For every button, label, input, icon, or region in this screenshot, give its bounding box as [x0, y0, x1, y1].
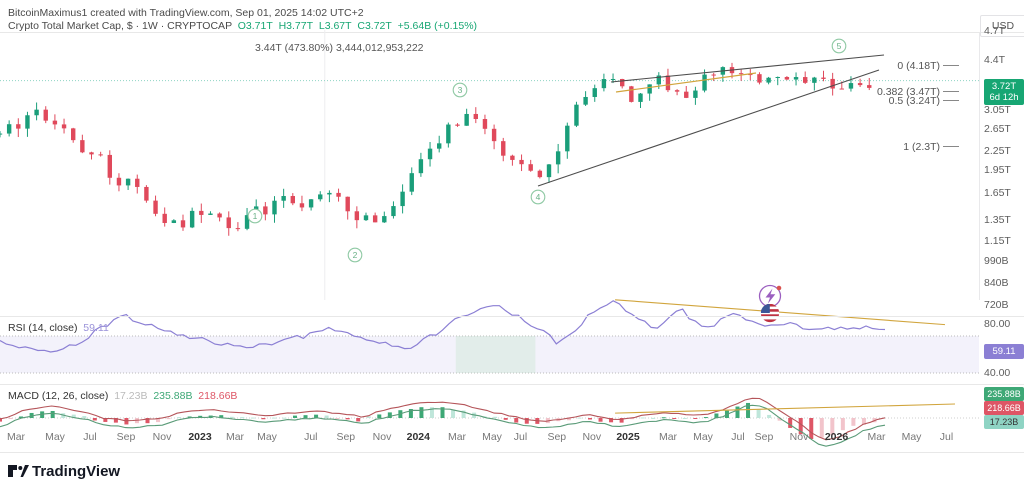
svg-text:1: 1 [253, 211, 258, 221]
svg-text:5: 5 [837, 41, 842, 51]
svg-text:3: 3 [458, 85, 463, 95]
svg-text:4: 4 [536, 192, 541, 202]
svg-text:2: 2 [353, 250, 358, 260]
